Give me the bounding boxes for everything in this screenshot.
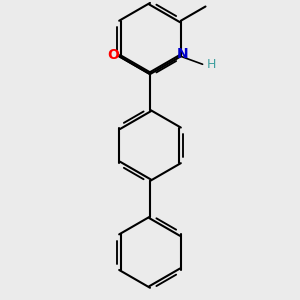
Text: H: H xyxy=(207,58,216,71)
Text: N: N xyxy=(177,47,189,61)
Text: O: O xyxy=(108,48,119,62)
